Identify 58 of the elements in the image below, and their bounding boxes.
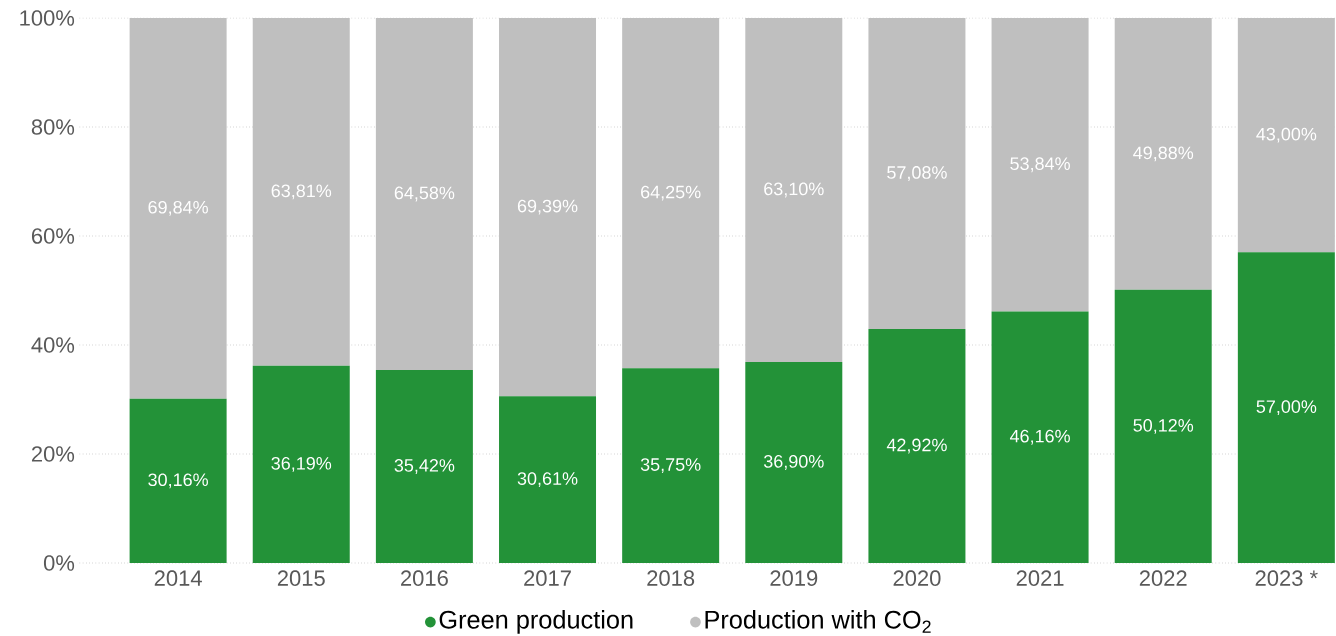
bar <box>129 17 227 399</box>
data-label: 49,88% <box>1133 146 1194 162</box>
data-label: 46,16% <box>1009 429 1070 445</box>
y-tick-label: 20% <box>31 446 75 462</box>
data-label: 69,39% <box>517 199 578 215</box>
y-tick-label: 40% <box>31 337 75 353</box>
data-label: 30,16% <box>148 473 208 489</box>
data-label: 53,84% <box>1010 157 1070 173</box>
data-label: 69,84% <box>148 200 208 216</box>
bar <box>868 17 966 330</box>
bar <box>252 17 350 366</box>
data-label: 63,10% <box>764 182 824 198</box>
x-tick-label: 2021 <box>1016 570 1064 586</box>
bar <box>499 396 597 563</box>
legend-label: Production with CO$_{2}$ <box>705 610 931 633</box>
x-tick-label: 2020 <box>893 570 941 586</box>
data-label: 64,25% <box>641 185 701 201</box>
bar <box>252 365 350 563</box>
bar <box>745 17 843 362</box>
bar <box>622 368 720 563</box>
bar <box>622 17 720 369</box>
bar <box>991 311 1089 563</box>
data-label: 36,19% <box>271 456 332 472</box>
x-tick-label: 2015 <box>277 570 325 586</box>
data-label: 63,81% <box>271 184 332 200</box>
bar <box>745 361 843 563</box>
data-label: 42,92% <box>886 438 947 454</box>
y-tick-label: 100% <box>20 10 75 26</box>
x-tick-label: 2018 <box>647 570 695 586</box>
bar <box>1237 252 1335 563</box>
data-label: 36,90% <box>763 455 824 470</box>
y-tick-label: 60% <box>31 228 75 244</box>
legend-label: Green production <box>439 610 633 634</box>
bar <box>868 329 966 563</box>
data-label: 35,42% <box>394 459 455 474</box>
bar <box>499 17 597 397</box>
bar <box>129 398 227 563</box>
x-tick-label: 2023 * <box>1255 570 1318 586</box>
bar <box>991 17 1089 312</box>
y-tick-label: 0% <box>43 555 75 571</box>
data-label: 43,00% <box>1256 127 1317 143</box>
x-tick-label: 2022 <box>1139 570 1187 586</box>
bar <box>375 369 473 563</box>
data-label: 57,08% <box>887 166 947 181</box>
data-label: 30,61% <box>517 472 578 488</box>
x-tick-label: 2019 <box>770 570 818 586</box>
data-label: 50,12% <box>1133 418 1194 434</box>
bar <box>1237 17 1335 253</box>
bar <box>1114 17 1212 290</box>
x-tick-label: 2017 <box>524 570 571 586</box>
bar <box>1114 289 1212 563</box>
y-tick-label: 80% <box>31 119 75 135</box>
data-label: 57,00% <box>1256 400 1317 416</box>
x-tick-label: 2016 <box>401 570 448 586</box>
bar <box>375 17 473 370</box>
data-label: 35,75% <box>640 458 701 474</box>
data-label: 64,58% <box>394 186 455 202</box>
x-tick-label: 2014 <box>154 570 202 586</box>
